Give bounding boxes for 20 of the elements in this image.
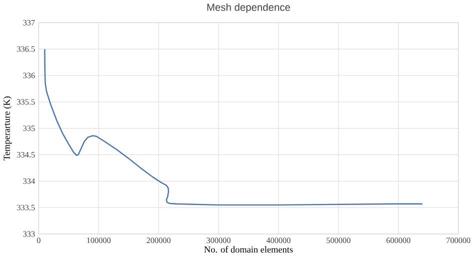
y-tick-label: 333	[23, 231, 35, 237]
y-tick-label: 335.5	[17, 99, 35, 105]
x-tick-label: 300000	[206, 238, 230, 244]
y-tick-label: 337	[23, 20, 35, 26]
chart-title: Mesh dependence	[207, 3, 290, 13]
y-tick-label: 334.5	[17, 152, 35, 158]
x-tick-label: 500000	[326, 238, 350, 244]
x-tick-label: 600000	[386, 238, 410, 244]
y-tick-label: 335	[23, 126, 35, 132]
x-tick-label: 400000	[266, 238, 290, 244]
x-tick-label: 700000	[446, 238, 470, 244]
x-tick-label: 200000	[146, 238, 171, 244]
y-tick-label: 336	[23, 72, 35, 78]
y-axis-title: Temperarture (K)	[3, 96, 12, 160]
x-tick-label: 100000	[87, 238, 111, 244]
y-tick-label: 336.5	[17, 46, 35, 52]
x-tick-label: 0	[36, 238, 40, 244]
y-tick-label: 333.5	[17, 204, 35, 210]
x-axis-title: No. of domain elements	[204, 246, 293, 253]
y-tick-label: 334	[23, 178, 35, 184]
